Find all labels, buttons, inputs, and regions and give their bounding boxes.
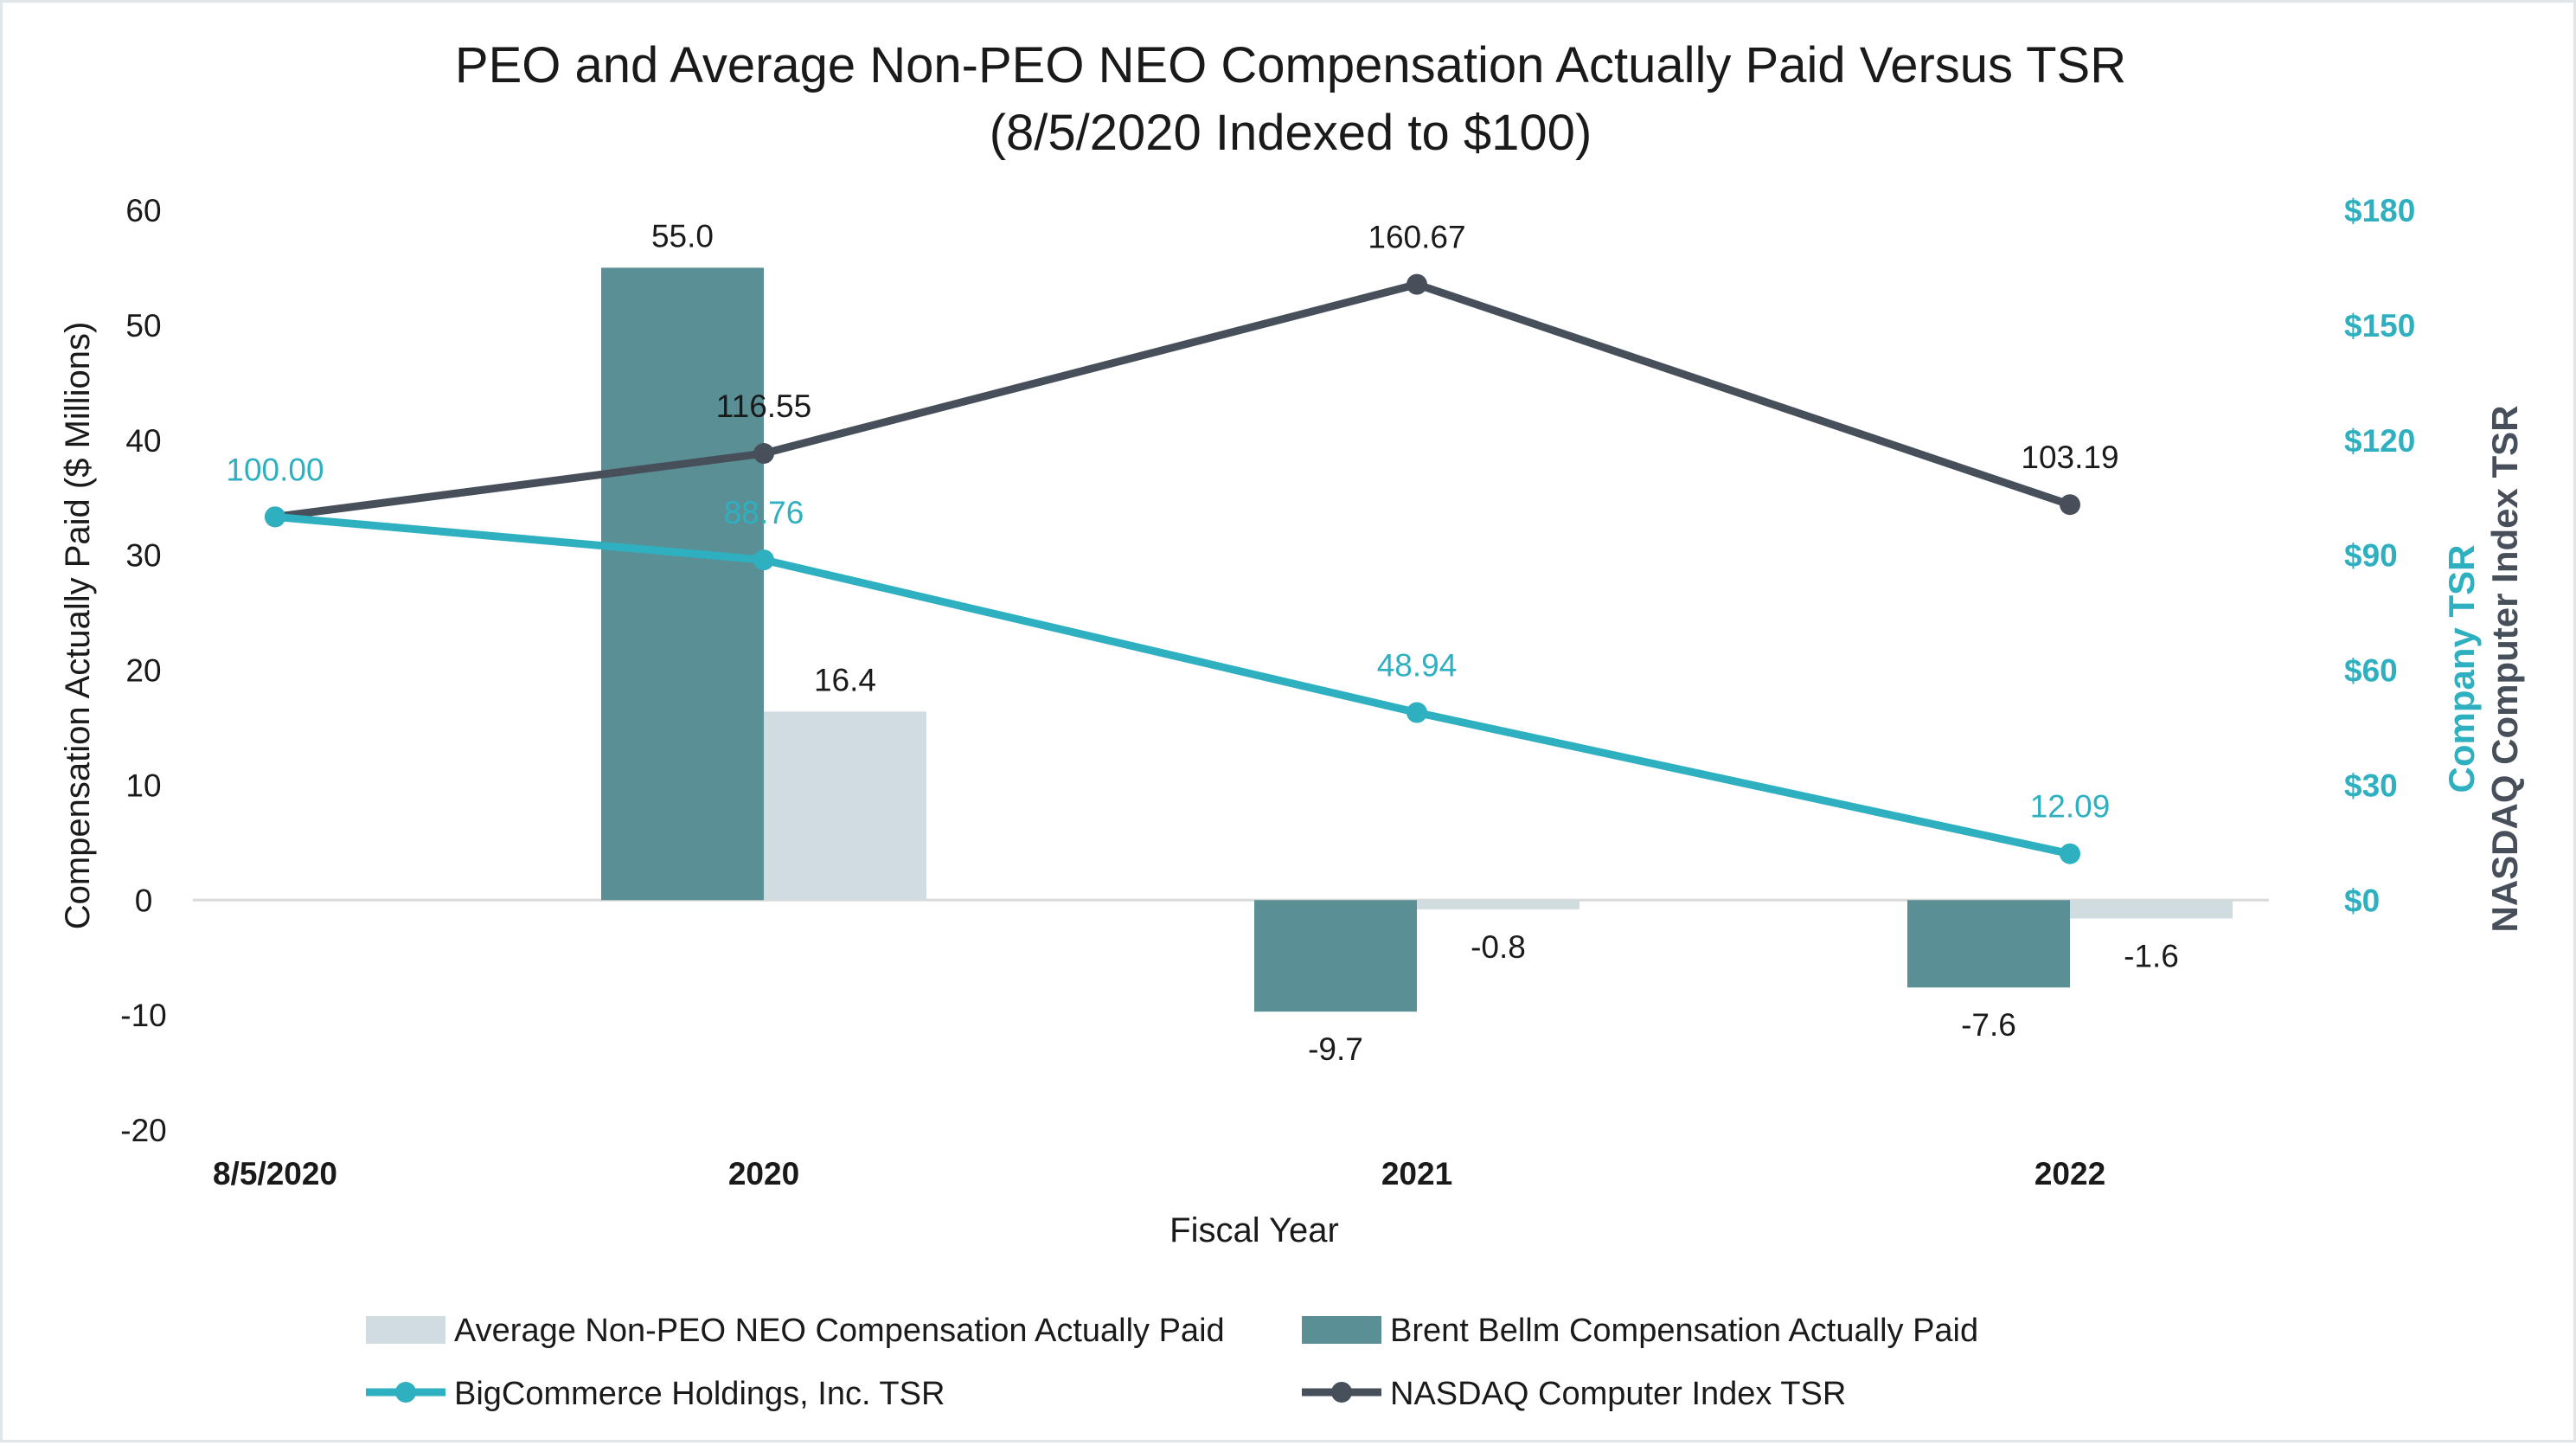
y-left-tick-label: 20: [125, 653, 161, 689]
peo-compensation-bar: [1907, 900, 2070, 988]
y-right-tick-label: $0: [2344, 883, 2380, 918]
neo-bar-value-label: -1.6: [2124, 939, 2179, 974]
y-right-tick-label: $60: [2344, 653, 2398, 689]
legend-company-tsr-label: BigCommerce Holdings, Inc. TSR: [454, 1376, 945, 1412]
peo-compensation-bar: [1254, 900, 1417, 1012]
y-left-tick-label: 10: [125, 767, 161, 803]
peo-bar-value-label: -7.6: [1961, 1007, 2016, 1043]
nasdaq-tsr-value-label: 116.55: [716, 389, 811, 424]
company-tsr-point: [2060, 843, 2080, 864]
x-axis-title: Fiscal Year: [1169, 1211, 1339, 1249]
y-left-tick-label: 40: [125, 423, 161, 459]
y-right-tick-label: $180: [2344, 193, 2415, 228]
neo-compensation-bar: [764, 711, 926, 901]
legend-neo-swatch: [366, 1316, 445, 1344]
company-tsr-value-label: 100.00: [226, 452, 324, 487]
nasdaq-tsr-value-label: 103.19: [2021, 440, 2118, 475]
y-left-tick-label: 30: [125, 538, 161, 574]
x-category-label: 2022: [2035, 1156, 2105, 1191]
company-tsr-point: [265, 506, 285, 528]
nasdaq-tsr-value-label: 160.67: [1368, 220, 1465, 255]
x-category-label: 8/5/2020: [213, 1156, 337, 1191]
company-tsr-value-label: 12.09: [2030, 789, 2111, 825]
neo-bar-value-label: 16.4: [814, 662, 876, 697]
neo-compensation-bar: [1417, 900, 1580, 909]
company-tsr-point: [1407, 702, 1427, 723]
legend-nasdaq-tsr-marker: [1331, 1382, 1352, 1403]
chart-title-line2: (8/5/2020 Indexed to $100): [990, 105, 1592, 161]
legend-company-tsr-marker: [395, 1382, 416, 1403]
y-axis-right-title-company: Company TSR: [2441, 544, 2482, 793]
y-right-tick-label: $30: [2344, 767, 2398, 803]
legend-peo-swatch: [1302, 1316, 1381, 1344]
nasdaq-tsr-point: [753, 443, 774, 465]
y-left-tick-label: 60: [125, 193, 161, 228]
legend-neo-label: Average Non-PEO NEO Compensation Actuall…: [454, 1313, 1225, 1349]
y-left-tick-label: -20: [120, 1113, 166, 1148]
company-tsr-line: [271, 512, 2074, 858]
x-category-label: 2021: [1381, 1156, 1452, 1191]
y-left-tick-label: 0: [135, 883, 153, 918]
y-axis-right-title-nasdaq: NASDAQ Computer Index TSR: [2484, 405, 2525, 932]
nasdaq-tsr-line: [271, 280, 2074, 521]
y-axis-left-title: Compensation Actually Paid ($ Millions): [59, 322, 97, 930]
nasdaq-tsr-point: [1407, 273, 1427, 295]
neo-compensation-bar: [2070, 900, 2233, 919]
x-category-label: 2020: [728, 1156, 799, 1191]
legend-nasdaq-tsr-label: NASDAQ Computer Index TSR: [1390, 1376, 1846, 1412]
company-tsr-value-label: 48.94: [1377, 647, 1458, 683]
y-right-tick-label: $90: [2344, 538, 2398, 574]
nasdaq-tsr-point: [2060, 494, 2080, 516]
peo-bar-value-label: 55.0: [651, 218, 714, 254]
legend: Average Non-PEO NEO Compensation Actuall…: [366, 1313, 1978, 1412]
peo-compensation-bar: [601, 267, 764, 901]
company-tsr-point: [753, 549, 774, 571]
chart-title-line1: PEO and Average Non-PEO NEO Compensation…: [455, 37, 2126, 93]
y-left-tick-label: 50: [125, 308, 161, 344]
legend-peo-label: Brent Bellm Compensation Actually Paid: [1390, 1313, 1978, 1349]
y-left-tick-label: -10: [120, 998, 166, 1033]
peo-bar-value-label: -9.7: [1308, 1031, 1363, 1067]
company-tsr-value-label: 88.76: [724, 495, 804, 530]
neo-bar-value-label: -0.8: [1471, 929, 1526, 965]
y-right-tick-label: $150: [2344, 308, 2415, 344]
y-right-tick-label: $120: [2344, 423, 2415, 459]
tsr-compensation-chart: PEO and Average Non-PEO NEO Compensation…: [59, 37, 2525, 1412]
